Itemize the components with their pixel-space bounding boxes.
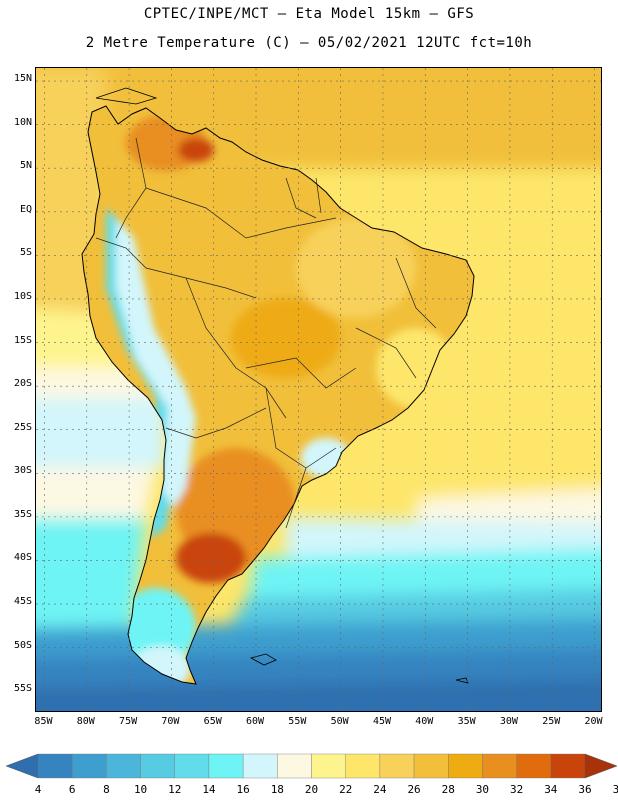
colorbar-swatch — [242, 753, 278, 779]
colorbar-swatch — [516, 753, 552, 779]
longitude-label: 80W — [76, 716, 95, 727]
latitude-label: 15S — [13, 334, 32, 346]
colorbar-tick-label: 22 — [339, 783, 353, 796]
latitude-label: 35S — [13, 508, 32, 520]
latitude-label: 10S — [13, 290, 32, 302]
colorbar-swatch — [208, 753, 244, 779]
latitude-label: 5N — [19, 160, 32, 172]
colorbar-tick-label: 14 — [202, 783, 216, 796]
colorbar-swatch — [37, 753, 73, 779]
map-canvas — [36, 68, 601, 711]
colorbar-tick-label: 16 — [236, 783, 250, 796]
longitude-label: 75W — [119, 716, 138, 727]
longitude-label: 60W — [245, 716, 265, 727]
longitude-label: 30W — [499, 716, 518, 727]
longitude-label: 85W — [34, 716, 53, 727]
colorbar-tick-label: 26 — [407, 783, 421, 796]
colorbar-swatch — [106, 753, 141, 779]
colorbar-swatch — [311, 753, 346, 779]
latitude-label: 25S — [13, 421, 32, 433]
longitude-label: 45W — [372, 716, 391, 727]
colorbar-tick-label: 12 — [168, 783, 182, 796]
colorbar-tick-label: 30 — [475, 783, 490, 796]
colorbar-swatch — [277, 753, 312, 779]
colorbar-tick-label: 18 — [270, 783, 284, 796]
colorbar-low-arrow — [5, 753, 39, 779]
longitude-label: 65W — [203, 716, 222, 727]
longitude-label: 50W — [330, 716, 349, 727]
colorbar-swatch — [448, 753, 483, 779]
latitude-label: 5S — [19, 247, 32, 259]
colorbar-tick-label: 24 — [373, 783, 387, 796]
colorbar-tick-label: 4 — [34, 783, 42, 796]
latitude-label: 40S — [13, 552, 32, 564]
colorbar-tick-label: 34 — [544, 783, 558, 796]
map-title-line-1: CPTEC/INPE/MCT – Eta Model 15km – GFS — [143, 6, 475, 22]
colorbar-tick-label: 38 — [612, 783, 618, 796]
colorbar-swatch — [550, 753, 586, 779]
latitude-label: 10N — [13, 116, 32, 128]
colorbar-high-arrow — [584, 753, 618, 779]
latitude-label: 30S — [13, 465, 32, 477]
colorbar-swatch — [140, 753, 175, 779]
latitude-label: 55S — [13, 683, 32, 695]
longitude-label: 35W — [457, 716, 476, 727]
colorbar-swatch — [174, 753, 210, 779]
latitude-label: EQ — [19, 203, 32, 215]
colorbar-tick-label: 10 — [133, 783, 148, 796]
colorbar-swatch — [345, 753, 381, 779]
colorbar-swatch — [71, 753, 107, 779]
latitude-label: 20S — [13, 378, 32, 390]
latitude-label: 50S — [13, 639, 32, 651]
map-title-line-2: 2 Metre Temperature (C) – 05/02/2021 12U… — [85, 35, 533, 51]
colorbar-tick-label: 6 — [68, 783, 76, 796]
longitude-label: 25W — [542, 716, 561, 727]
colorbar-swatch — [482, 753, 517, 779]
latitude-label: 15N — [13, 73, 32, 85]
temperature-map — [35, 67, 602, 712]
latitude-label: 45S — [13, 596, 32, 608]
longitude-label: 40W — [415, 716, 434, 727]
longitude-label: 70W — [161, 716, 180, 727]
colorbar-swatch — [379, 753, 415, 779]
colorbar-tick-label: 8 — [103, 783, 110, 796]
colorbar-tick-label: 28 — [441, 783, 455, 796]
colorbar-tick-label: 32 — [510, 783, 524, 796]
colorbar-swatch — [413, 753, 449, 779]
colorbar-tick-label: 36 — [578, 783, 592, 796]
longitude-label: 55W — [288, 716, 307, 727]
longitude-label: 20W — [584, 716, 603, 727]
colorbar-tick-label: 20 — [304, 783, 319, 796]
color-scale-bar — [5, 753, 618, 779]
